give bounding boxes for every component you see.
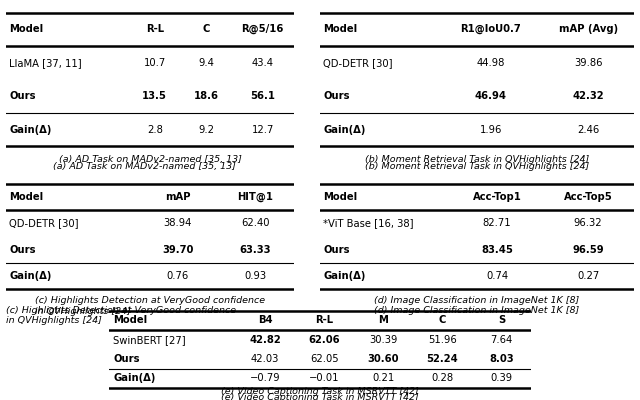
Text: Ours: Ours	[323, 244, 349, 254]
Text: Model: Model	[10, 192, 44, 202]
Text: R1@IoU0.7: R1@IoU0.7	[461, 24, 522, 34]
Text: Gain(Δ): Gain(Δ)	[323, 125, 365, 134]
Text: LlaMA [37, 11]: LlaMA [37, 11]	[10, 58, 82, 68]
Text: 0.76: 0.76	[166, 271, 189, 281]
Text: mAP (Avg): mAP (Avg)	[559, 24, 618, 34]
Text: Model: Model	[323, 24, 357, 34]
Text: R-L: R-L	[315, 315, 333, 325]
Text: (a) AD Task on MADv2-named [35, 13]: (a) AD Task on MADv2-named [35, 13]	[52, 162, 236, 171]
Text: Model: Model	[113, 315, 147, 325]
Text: 0.74: 0.74	[486, 271, 508, 281]
Text: Gain(Δ): Gain(Δ)	[10, 125, 52, 134]
Text: −0.01: −0.01	[309, 374, 339, 383]
Text: 2.46: 2.46	[577, 125, 599, 134]
Text: (d) Image Classification in ImageNet 1K [8]: (d) Image Classification in ImageNet 1K …	[374, 306, 579, 315]
Text: 8.03: 8.03	[490, 354, 514, 364]
Text: 30.60: 30.60	[367, 354, 399, 364]
Text: R-L: R-L	[146, 24, 164, 34]
Text: 62.05: 62.05	[310, 354, 339, 364]
Text: C: C	[203, 24, 211, 34]
Text: SwinBERT [27]: SwinBERT [27]	[113, 335, 186, 345]
Text: HIT@1: HIT@1	[237, 192, 273, 202]
Text: 56.1: 56.1	[250, 91, 275, 101]
Text: Gain(Δ): Gain(Δ)	[113, 374, 156, 383]
Text: 10.7: 10.7	[143, 58, 166, 68]
Text: 44.98: 44.98	[477, 58, 505, 68]
Text: 9.4: 9.4	[198, 58, 214, 68]
Text: mAP: mAP	[165, 192, 191, 202]
Text: 52.24: 52.24	[427, 354, 458, 364]
Text: 42.03: 42.03	[251, 354, 279, 364]
Text: 0.39: 0.39	[491, 374, 513, 383]
Text: (a) AD Task on MADv2-named [35, 13]: (a) AD Task on MADv2-named [35, 13]	[59, 156, 242, 164]
Text: 38.94: 38.94	[164, 218, 192, 228]
Text: 0.28: 0.28	[431, 374, 454, 383]
Text: (c) Highlights Detection at VeryGood confidence
in QVHighlights [24]: (c) Highlights Detection at VeryGood con…	[35, 296, 266, 316]
Text: 42.32: 42.32	[572, 91, 604, 101]
Text: Acc-Top5: Acc-Top5	[564, 192, 612, 202]
Text: −0.79: −0.79	[250, 374, 280, 383]
Text: 96.32: 96.32	[574, 218, 602, 228]
Text: 82.71: 82.71	[483, 218, 511, 228]
Text: 43.4: 43.4	[252, 58, 274, 68]
Text: (b) Moment Retrieval Task in QVHighlights [24]: (b) Moment Retrieval Task in QVHighlight…	[365, 156, 589, 164]
Text: (e) Video Captioning Task in MSRVTT [42]: (e) Video Captioning Task in MSRVTT [42]	[221, 387, 419, 396]
Text: 83.45: 83.45	[481, 244, 513, 254]
Text: Ours: Ours	[10, 244, 36, 254]
Text: 13.5: 13.5	[142, 91, 167, 101]
Text: Ours: Ours	[113, 354, 140, 364]
Text: C: C	[439, 315, 446, 325]
Text: M: M	[378, 315, 388, 325]
Text: Ours: Ours	[323, 91, 349, 101]
Text: 42.82: 42.82	[249, 335, 281, 345]
Text: (b) Moment Retrieval Task in QVHighlights [24]: (b) Moment Retrieval Task in QVHighlight…	[365, 162, 589, 171]
Text: 96.59: 96.59	[572, 244, 604, 254]
Text: S: S	[498, 315, 505, 325]
Text: Acc-Top1: Acc-Top1	[473, 192, 522, 202]
Text: 51.96: 51.96	[428, 335, 457, 345]
Text: 2.8: 2.8	[147, 125, 163, 134]
Text: 0.27: 0.27	[577, 271, 599, 281]
Text: 46.94: 46.94	[475, 91, 507, 101]
Text: 9.2: 9.2	[198, 125, 214, 134]
Text: 12.7: 12.7	[252, 125, 274, 134]
Text: B4: B4	[258, 315, 273, 325]
Text: 63.33: 63.33	[240, 244, 271, 254]
Text: Model: Model	[10, 24, 44, 34]
Text: 7.64: 7.64	[490, 335, 513, 345]
Text: 39.70: 39.70	[162, 244, 193, 254]
Text: Ours: Ours	[10, 91, 36, 101]
Text: (c) Highlights Detection at VeryGood confidence
in QVHighlights [24]: (c) Highlights Detection at VeryGood con…	[6, 306, 237, 326]
Text: Gain(Δ): Gain(Δ)	[323, 271, 365, 281]
Text: 62.40: 62.40	[241, 218, 270, 228]
Text: 1.96: 1.96	[480, 125, 502, 134]
Text: 0.93: 0.93	[244, 271, 267, 281]
Text: *ViT Base [16, 38]: *ViT Base [16, 38]	[323, 218, 413, 228]
Text: 18.6: 18.6	[194, 91, 219, 101]
Text: Gain(Δ): Gain(Δ)	[10, 271, 52, 281]
Text: 0.21: 0.21	[372, 374, 394, 383]
Text: 39.86: 39.86	[574, 58, 602, 68]
Text: Model: Model	[323, 192, 357, 202]
Text: (d) Image Classification in ImageNet 1K [8]: (d) Image Classification in ImageNet 1K …	[374, 296, 579, 306]
Text: 62.06: 62.06	[308, 335, 340, 345]
Text: 30.39: 30.39	[369, 335, 397, 345]
Text: QD-DETR [30]: QD-DETR [30]	[10, 218, 79, 228]
Text: (e) Video Captioning Task in MSRVTT [42]: (e) Video Captioning Task in MSRVTT [42]	[221, 393, 419, 400]
Text: QD-DETR [30]: QD-DETR [30]	[323, 58, 392, 68]
Text: R@5/16: R@5/16	[241, 24, 284, 34]
